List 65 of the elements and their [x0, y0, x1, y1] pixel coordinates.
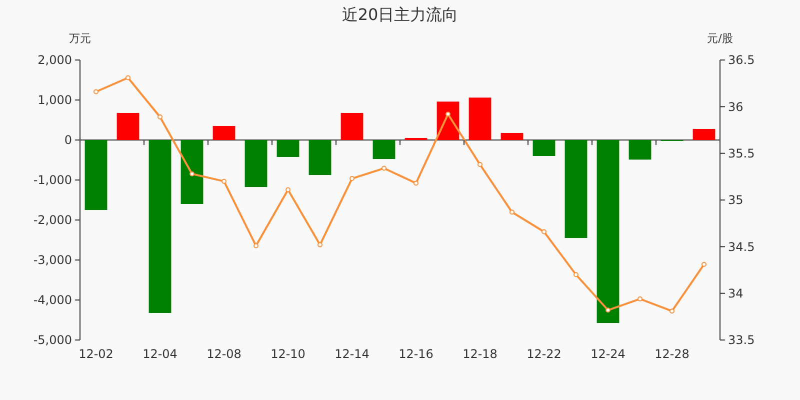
bar: [692, 129, 716, 140]
y-tick-label: -3,000: [33, 253, 72, 268]
bar: [84, 140, 108, 210]
bar: [116, 113, 140, 140]
bar: [628, 140, 652, 160]
bar: [244, 140, 268, 187]
point: [350, 176, 354, 182]
bar: [596, 140, 620, 323]
point: [702, 262, 706, 267]
y2-tick-label: 36: [728, 100, 744, 114]
point: [606, 308, 610, 313]
bar: [468, 98, 492, 140]
bar: [148, 140, 172, 313]
y-tick-label: 2,000: [38, 53, 72, 68]
bar: [180, 140, 204, 204]
point: [574, 272, 578, 278]
bar: [532, 140, 556, 156]
bar: [372, 140, 396, 159]
point: [638, 296, 642, 302]
y2-tick-label: 33.5: [728, 333, 755, 348]
point: [126, 75, 130, 80]
point: [478, 162, 482, 168]
x-tick-label: 12-24: [590, 347, 626, 361]
y2-tick-label: 35: [728, 193, 744, 208]
y-tick-label: -1,000: [33, 173, 72, 188]
point: [254, 243, 258, 248]
x-tick-label: 12-28: [654, 347, 690, 361]
x-tick-label: 12-04: [142, 347, 178, 361]
point: [222, 178, 226, 184]
point: [286, 187, 290, 192]
bar: [212, 126, 236, 140]
point: [446, 112, 450, 117]
y-tick-label: 0: [64, 133, 72, 148]
x-tick-label: 12-22: [526, 347, 562, 361]
y-tick-label: -4,000: [33, 293, 72, 308]
y2-tick-label: 36.5: [728, 53, 755, 68]
point: [94, 89, 98, 94]
point: [190, 171, 194, 176]
bar: [276, 140, 300, 157]
bar: [564, 140, 588, 238]
point: [670, 308, 674, 314]
y2-tick-label: 34: [728, 286, 744, 301]
y2-tick-label: 34.5: [728, 240, 755, 254]
bar: [500, 133, 524, 140]
y2-axis-title: 元/股: [707, 32, 733, 45]
x-tick-label: 12-18: [462, 347, 498, 361]
point: [414, 180, 418, 186]
point: [382, 166, 386, 171]
point: [318, 242, 322, 248]
x-tick-label: 12-10: [270, 347, 306, 361]
x-tick-label: 12-08: [206, 347, 242, 361]
bar: [340, 113, 364, 140]
point: [510, 210, 514, 215]
y-tick-label: -2,000: [33, 213, 72, 228]
bar: [308, 140, 332, 175]
y-tick-label: -5,000: [33, 333, 72, 348]
point: [542, 229, 546, 234]
y-axis-title: 万元: [69, 32, 91, 45]
chart-title: 近20日主力流向: [342, 5, 458, 24]
point: [158, 114, 162, 120]
x-tick-label: 12-14: [334, 347, 370, 361]
y2-tick-label: 35.5: [728, 146, 755, 161]
y-tick-label: 1,000: [38, 93, 72, 108]
x-tick-label: 12-16: [398, 347, 434, 361]
x-tick-label: 12-02: [78, 347, 114, 361]
